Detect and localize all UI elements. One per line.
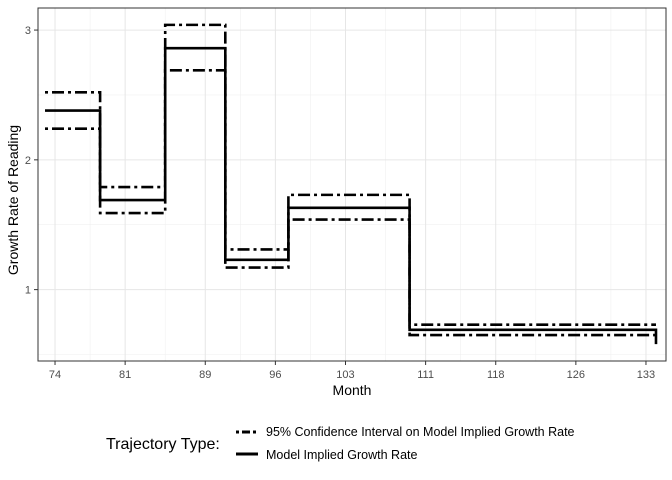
series-layer (45, 23, 658, 345)
y-tick-label: 2 (25, 155, 31, 167)
panel-border (37, 7, 667, 362)
x-tick-label: 96 (269, 369, 281, 381)
y-axis-ticks: 1 2 3 (25, 25, 38, 297)
x-tick-label: 133 (637, 369, 655, 381)
legend: Trajectory Type: 95% Confidence Interval… (106, 425, 575, 462)
y-tick-label: 3 (25, 25, 31, 37)
x-tick-label: 89 (199, 369, 211, 381)
legend-label-ci: 95% Confidence Interval on Model Implied… (266, 425, 575, 439)
x-tick-label: 74 (49, 369, 61, 381)
ci-lower-line (45, 68, 656, 337)
x-tick-label: 118 (487, 369, 505, 381)
x-tick-label: 111 (417, 369, 434, 381)
x-axis-title: Month (333, 382, 372, 398)
ci-upper-line (45, 23, 656, 326)
x-axis-ticks: 74 81 89 96 103 111 118 126 133 (49, 361, 655, 381)
y-tick-label: 1 (25, 285, 31, 297)
x-tick-label: 81 (119, 369, 131, 381)
y-axis-title: Growth Rate of Reading (5, 125, 21, 275)
legend-label-model: Model Implied Growth Rate (266, 448, 418, 462)
legend-title: Trajectory Type: (106, 436, 220, 453)
x-tick-label: 103 (336, 369, 354, 381)
major-gridlines (38, 8, 666, 361)
x-tick-label: 126 (567, 369, 585, 381)
